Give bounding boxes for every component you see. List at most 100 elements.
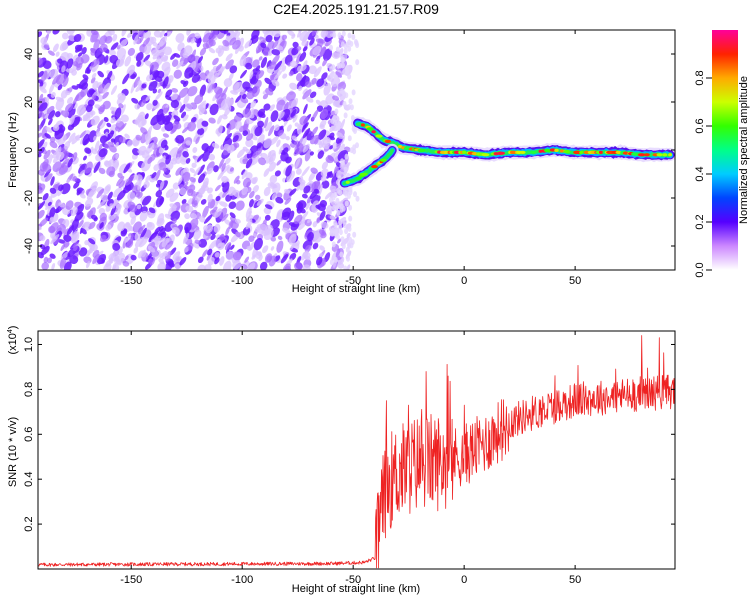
- noise-blob: [48, 225, 56, 234]
- noise-blob: [140, 127, 148, 135]
- noise-blob: [217, 66, 226, 76]
- noise-blob: [162, 133, 169, 138]
- noise-blob: [175, 33, 185, 43]
- noise-blob: [337, 120, 342, 127]
- noise-blob: [279, 125, 284, 130]
- noise-blob: [302, 31, 310, 43]
- ridge-hotspot: [662, 153, 668, 157]
- noise-blob: [248, 235, 255, 243]
- noise-blob: [294, 122, 299, 127]
- noise-blob: [221, 162, 226, 172]
- noise-blob: [271, 40, 279, 49]
- noise-blob: [84, 198, 94, 207]
- ridge-hotspot: [497, 151, 505, 155]
- noise-blob: [146, 221, 155, 231]
- noise-blob: [157, 227, 166, 238]
- noise-blob: [90, 30, 98, 36]
- noise-blob: [105, 205, 111, 212]
- noise-blob: [133, 246, 139, 254]
- x-tick-label: -100: [231, 275, 253, 287]
- noise-blob: [112, 264, 120, 270]
- noise-blob: [228, 220, 234, 230]
- noise-blob: [90, 58, 100, 68]
- noise-blob: [67, 123, 75, 131]
- noise-blob: [144, 43, 152, 55]
- noise-blob: [274, 60, 283, 71]
- noise-blob: [222, 181, 230, 193]
- ridge-hotspot: [579, 150, 584, 154]
- noise-blob: [141, 83, 147, 89]
- noise-blob: [43, 44, 50, 49]
- x-tick-label: 50: [569, 574, 581, 586]
- noise-blob: [179, 104, 186, 113]
- noise-blob: [155, 91, 163, 101]
- noise-blob: [162, 115, 171, 125]
- noise-blob: [185, 140, 192, 146]
- noise-blob: [229, 212, 236, 219]
- noise-blob: [258, 254, 263, 262]
- noise-blob: [303, 122, 309, 130]
- noise-blob: [309, 37, 315, 46]
- noise-blob: [182, 52, 189, 59]
- noise-blob: [213, 223, 221, 233]
- noise-blob: [200, 184, 209, 191]
- noise-blob: [258, 157, 267, 166]
- noise-blob: [125, 175, 135, 186]
- colorbar-tick-label: 0.4: [694, 166, 706, 181]
- noise-blob: [91, 94, 96, 100]
- y-tick-label: 0: [23, 147, 35, 153]
- noise-blob: [79, 130, 87, 139]
- noise-blob: [242, 226, 251, 236]
- noise-blob: [235, 231, 241, 238]
- noise-blob: [348, 98, 353, 105]
- noise-blob: [42, 163, 52, 173]
- noise-blob: [321, 72, 328, 80]
- noise-blob: [259, 261, 268, 270]
- noise-blob: [66, 225, 75, 236]
- noise-blob: [224, 132, 233, 142]
- noise-blob: [182, 114, 189, 122]
- noise-blob: [169, 192, 179, 203]
- noise-blob: [302, 143, 310, 153]
- noise-blob: [136, 204, 142, 210]
- noise-blob: [58, 184, 64, 192]
- noise-blob: [310, 167, 318, 174]
- spectrogram-noise-layer: [38, 30, 360, 270]
- noise-blob: [76, 189, 81, 196]
- noise-blob: [316, 256, 323, 266]
- noise-blob: [202, 32, 212, 43]
- snr-y-axis: 0.2 0.4 0.6 0.8 1.0: [23, 337, 675, 532]
- noise-blob: [189, 176, 196, 183]
- noise-blob: [287, 30, 296, 37]
- noise-blob: [235, 94, 242, 103]
- noise-blob: [225, 59, 234, 70]
- noise-blob: [309, 151, 314, 156]
- noise-blob: [61, 158, 69, 168]
- noise-blob: [182, 232, 190, 244]
- noise-blob: [173, 115, 181, 122]
- noise-blob: [96, 188, 105, 199]
- noise-blob: [134, 237, 145, 248]
- spectrogram-y-label: Frequency (Hz): [7, 112, 19, 188]
- noise-blob: [165, 154, 172, 165]
- ridge-hotspot: [615, 150, 622, 154]
- noise-blob: [159, 180, 165, 191]
- snr-frame: [37, 330, 676, 570]
- noise-blob: [151, 49, 159, 57]
- noise-blob: [88, 221, 96, 230]
- noise-blob: [229, 37, 237, 46]
- noise-blob: [319, 46, 326, 57]
- noise-blob: [305, 81, 312, 88]
- noise-blob: [334, 108, 339, 115]
- ridge-hotspot: [622, 151, 629, 155]
- noise-blob: [315, 99, 322, 106]
- noise-blob: [49, 68, 59, 79]
- noise-blob: [199, 84, 207, 97]
- noise-blob: [52, 43, 59, 53]
- noise-blob: [155, 195, 164, 208]
- noise-blob: [219, 256, 225, 266]
- noise-blob: [225, 226, 230, 236]
- noise-blob: [172, 251, 181, 260]
- noise-blob: [281, 34, 288, 41]
- noise-blob: [232, 134, 239, 143]
